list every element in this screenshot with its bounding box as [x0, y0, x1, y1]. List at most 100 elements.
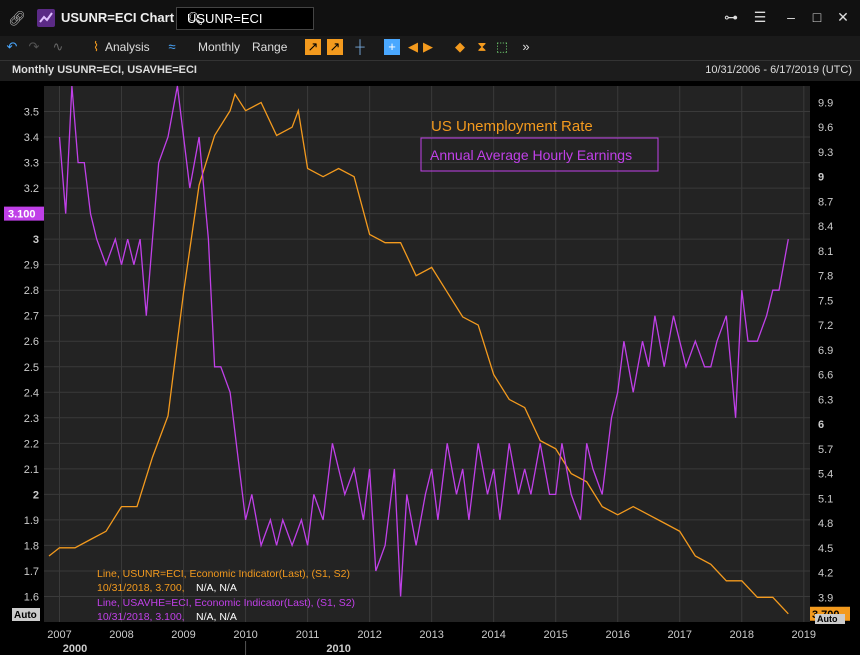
chart-area[interactable]: 2007 2008 2009 2010 2011 2012 2013 2014 2015 2016…	[0, 81, 860, 655]
search-icon[interactable]: 🔍︎	[187, 11, 204, 26]
compare-icon[interactable]: ↗	[327, 39, 343, 55]
x-tick-label: 2009	[171, 629, 195, 641]
x-tick-label: 2007	[47, 629, 71, 641]
undo-icon[interactable]: ↶	[6, 39, 18, 54]
window-title: USUNR=ECI Chart	[61, 10, 175, 25]
y-left-tick-label: 2.1	[24, 464, 39, 476]
y-left-tick-label: 1.9	[24, 515, 39, 527]
y-right-tick-label: 9.6	[818, 122, 833, 134]
y-left-tick-label: 3.5	[24, 107, 39, 119]
chart-type-icon[interactable]: ↗	[305, 39, 321, 55]
x-tick-label: 2017	[668, 629, 692, 641]
x-tick-label: 2010	[233, 629, 257, 641]
x-tick-label: 2018	[730, 629, 754, 641]
x-tick-label: 2013	[419, 629, 443, 641]
y-left-tick-label: 2.7	[24, 311, 39, 323]
info-unemployment-values: 10/31/2018, 3.700,	[97, 582, 185, 594]
y-left-tick-label: 2.9	[24, 260, 39, 272]
interval-menu[interactable]: Monthly	[198, 40, 241, 54]
y-right-tick-label: 5.4	[818, 469, 833, 481]
y-right-tick-label: 6.3	[818, 394, 833, 406]
range-menu[interactable]: Range	[252, 40, 288, 54]
y-right-tick-label: 4.5	[818, 543, 833, 555]
earnings-last-badge	[4, 206, 44, 221]
info-earnings-na: N/A, N/A	[196, 611, 237, 623]
y-left-tick-label: 2	[33, 489, 39, 501]
info-earnings-line: Line, USAVHE=ECI, Economic Indicator(Las…	[97, 597, 355, 609]
y-right-tick-label: 8.7	[818, 196, 833, 208]
y-left-tick-label: 2.4	[24, 387, 39, 399]
toolbar: ↶ ↷ ∿ ⌇ Analysis ≈ Monthly Range ↗ ↗ ┼ +…	[0, 36, 860, 60]
legend-earnings: Annual Average Hourly Earnings	[430, 147, 632, 163]
zoom-icon[interactable]: +	[384, 39, 400, 55]
y-left-tick-label: 1.8	[24, 540, 39, 552]
menu-icon[interactable]: ☰	[753, 9, 767, 25]
scroll-right-icon[interactable]: ▶	[423, 39, 433, 54]
y-right-tick-label: 8.4	[818, 221, 833, 233]
legend-earnings-box	[420, 137, 659, 172]
y-left-tick-label: 3.2	[24, 183, 39, 195]
y-left-tick-label: 2.6	[24, 336, 39, 348]
x-tick-label: 2019	[792, 629, 816, 641]
legend-unemployment: US Unemployment Rate	[431, 118, 593, 135]
y-right-tick-label: 7.5	[818, 295, 833, 307]
crosshair-icon[interactable]: ┼	[355, 39, 365, 54]
analysis-menu[interactable]: Analysis	[105, 40, 150, 54]
more-icon[interactable]: »	[522, 39, 530, 54]
analysis-icon[interactable]: ⌇	[92, 39, 100, 54]
ric-input[interactable]: USUNR=ECI 🔍︎	[176, 7, 314, 30]
y-left-tick-label: 2.8	[24, 285, 39, 297]
maximize-icon[interactable]: □	[812, 9, 822, 25]
redo-icon[interactable]: ↷	[28, 39, 40, 54]
unemployment-line	[48, 92, 789, 615]
interval-icon[interactable]: ≈	[168, 39, 176, 54]
close-icon[interactable]: ✕	[837, 9, 849, 25]
link-icon[interactable]: 🔗︎	[8, 10, 26, 26]
date-range: 10/31/2006 - 6/17/2019 (UTC)	[705, 64, 852, 76]
y-left-tick-label: 3.3	[24, 158, 39, 170]
x-tick-label: 2015	[543, 629, 567, 641]
x-tick-label: 2011	[296, 629, 320, 641]
y-left-tick-label: 2.5	[24, 362, 39, 374]
y-right-tick-label: 4.8	[818, 518, 833, 530]
y-left-tick-label: 2.2	[24, 438, 39, 450]
y-left-tick-label: 1.7	[24, 566, 39, 578]
chart-app-icon	[37, 9, 55, 27]
info-bar: Monthly USUNR=ECI, USAVHE=ECI 10/31/2006…	[0, 60, 860, 82]
line-style-icon[interactable]: ∿	[52, 39, 64, 54]
layout-icon[interactable]: ⊶	[724, 9, 738, 25]
title-bar: 🔗︎ USUNR=ECI Chart USUNR=ECI 🔍︎ ⊶ ☰ – □ …	[0, 0, 860, 37]
y-right-tick-label: 9.9	[818, 97, 833, 109]
y-right-tick-label: 6.9	[818, 345, 833, 357]
y-right-tick-label: 5.1	[818, 493, 833, 505]
earnings-last-value: 3.100	[8, 209, 36, 221]
y-right-tick-label: 6	[818, 419, 824, 431]
x-tick-label: 2008	[109, 629, 133, 641]
fit-icon[interactable]: ⧗	[477, 39, 487, 54]
vertical-zoom-icon[interactable]: ◆	[455, 39, 465, 54]
y-right-tick-label: 7.2	[818, 320, 833, 332]
y-right-tick-label: 8.1	[818, 246, 833, 258]
y-left-tick-label: 1.6	[24, 591, 39, 603]
y-right-tick-label: 9.3	[818, 147, 833, 159]
y-left-tick-label: 3	[33, 234, 39, 246]
y-right-tick-label: 6.6	[818, 370, 833, 382]
x-tick-label: 2016	[605, 629, 629, 641]
minimize-icon[interactable]: –	[787, 9, 795, 25]
scroll-left-icon[interactable]: ◀	[408, 39, 418, 54]
info-unemployment-na: N/A, N/A	[196, 582, 237, 594]
x-decade-label: 2000	[63, 643, 87, 655]
info-earnings-values: 10/31/2018, 3.100,	[97, 611, 185, 623]
y-right-tick-label: 4.2	[818, 568, 833, 580]
auto-right-button	[815, 614, 845, 624]
y-left-tick-label: 2.3	[24, 413, 39, 425]
earnings-line	[58, 85, 789, 597]
y-left-tick-label: 3.4	[24, 132, 39, 144]
select-icon[interactable]: ⬚	[495, 39, 509, 54]
x-tick-label: 2012	[357, 629, 381, 641]
x-decade-label: 2010	[326, 643, 350, 655]
x-tick-label: 2014	[481, 629, 505, 641]
auto-right-label: Auto	[817, 614, 838, 624]
series-description: Monthly USUNR=ECI, USAVHE=ECI	[12, 64, 197, 76]
y-right-tick-label: 5.7	[818, 444, 833, 456]
